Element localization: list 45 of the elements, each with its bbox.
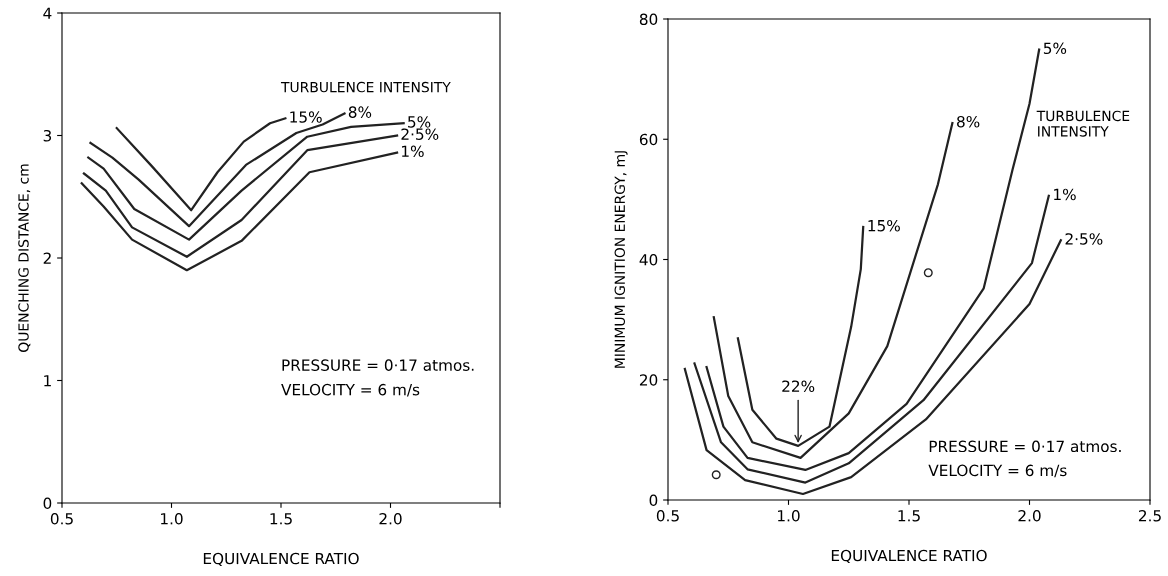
line-series [89,112,346,228]
x-tick-label: 1.0 [161,512,183,525]
y-tick-label: 40 [639,253,658,266]
annotation: 22% [782,380,815,392]
x-tick-label: 1.0 [778,509,800,522]
x-tick-label: 1.5 [898,510,920,522]
y-tick-label: 1 [44,375,51,387]
x-tick-label: 2.5 [1138,509,1161,522]
line-series [736,225,865,447]
annotation: PRESSURE = 0·17 atmos. [282,359,474,371]
line-series [80,151,399,272]
x-tick-label: 2.0 [1018,509,1041,522]
annotation: PRESSURE = 0·17 atmos. [929,440,1121,453]
line-series [82,134,399,258]
x-axis-title: EQUIVALENCE RATIO [831,549,987,564]
x-tick-label: 0.5 [656,509,679,522]
y-tick-label: 20 [639,374,658,386]
y-tick-label: 60 [639,133,658,146]
annotation: VELOCITY = 6 m/s [281,383,420,397]
series-label: 2·5% [401,128,439,140]
x-tick-label: 2.0 [379,512,402,525]
y-tick-label: 0 [649,494,658,507]
series-label: 8% [957,115,980,128]
series-label: 1% [402,145,424,158]
annotation: VELOCITY = 6 m/s [928,464,1067,478]
legend-title: TURBULENCE INTENSITY [1036,110,1130,137]
y-axis-title: QUENCHING DISTANCE, cm [18,164,31,352]
series-label: 15% [290,111,322,123]
line-series [115,117,287,212]
series-label: 8% [348,106,372,118]
x-axis-title: EQUIVALENCE RATIO [203,552,359,567]
legend-title: TURBULENCE INTENSITY [280,81,451,93]
y-tick-label: 2 [43,252,51,264]
y-tick-label: 80 [639,13,658,26]
y-axis-title: MINIMUM IGNITION ENERGY, mJ [614,151,628,368]
y-tick-label: 3 [43,129,52,142]
x-tick-label: 0.5 [50,512,73,525]
series-label: 5% [408,116,431,128]
series-label: 2·5% [1065,233,1103,245]
series-label: 15% [868,219,900,232]
y-tick-label: 4 [43,7,52,19]
x-tick-label: 1.5 [270,513,292,525]
series-label: 5% [1043,42,1067,55]
series-label: 1% [1054,188,1076,201]
y-tick-label: 0 [43,497,52,510]
